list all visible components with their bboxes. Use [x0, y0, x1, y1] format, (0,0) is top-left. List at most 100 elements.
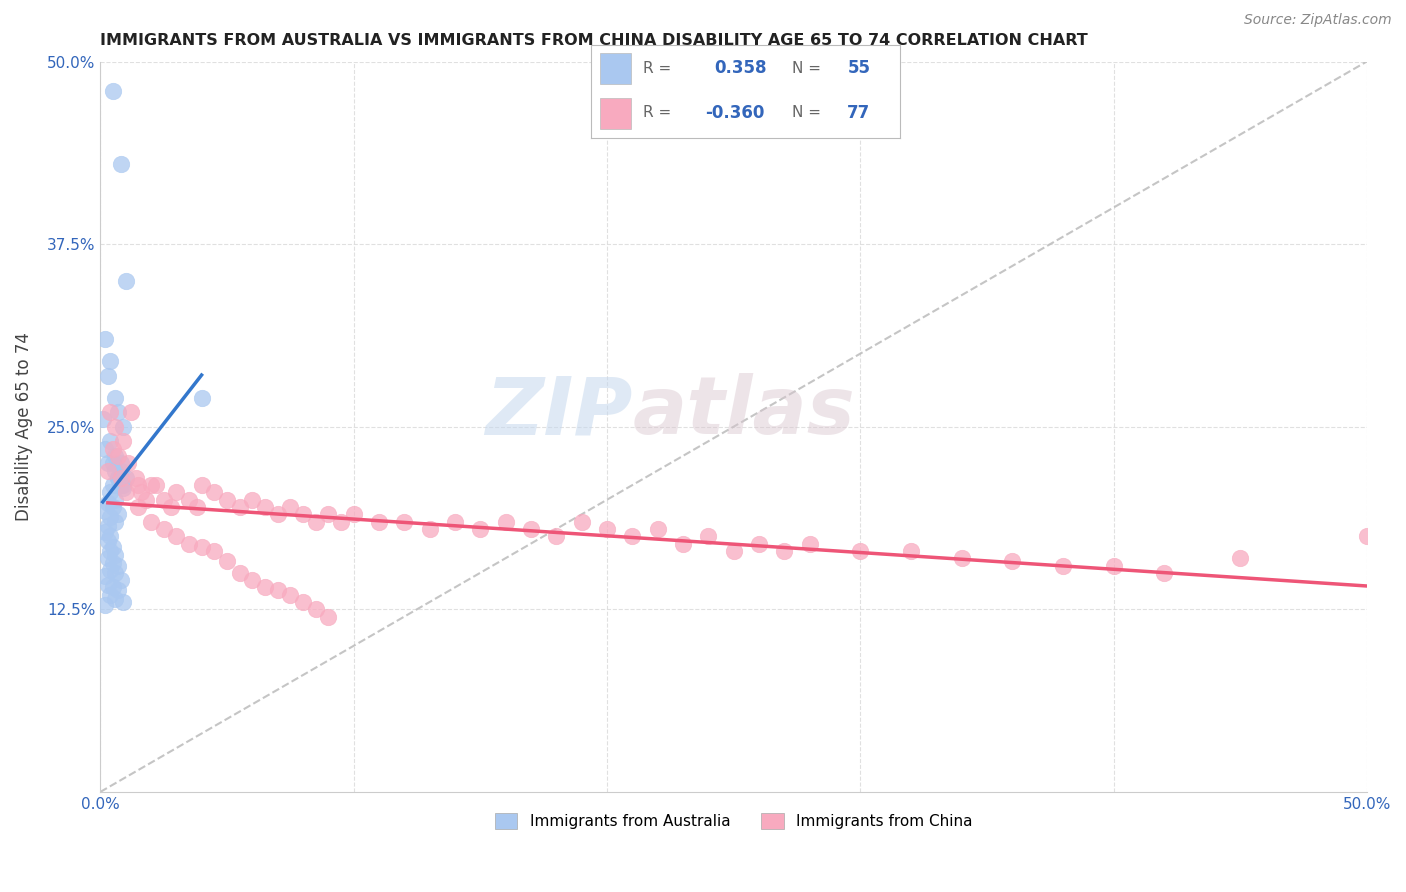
- Point: [799, 536, 821, 550]
- Point: [291, 595, 314, 609]
- Point: [112, 481, 135, 495]
- Point: [127, 500, 149, 514]
- Point: [101, 500, 124, 514]
- Point: [228, 500, 250, 514]
- Point: [110, 157, 132, 171]
- Point: [97, 551, 120, 566]
- Point: [114, 274, 136, 288]
- Point: [91, 412, 114, 426]
- Point: [1052, 558, 1074, 573]
- Point: [120, 405, 142, 419]
- Point: [97, 519, 120, 533]
- Point: [104, 515, 127, 529]
- Point: [546, 529, 568, 543]
- Point: [419, 522, 441, 536]
- Point: [596, 522, 619, 536]
- Text: R =: R =: [643, 61, 671, 76]
- Point: [94, 568, 117, 582]
- Point: [101, 581, 124, 595]
- Point: [329, 515, 352, 529]
- Point: [266, 583, 288, 598]
- Point: [129, 485, 152, 500]
- Point: [100, 434, 122, 449]
- Point: [104, 492, 127, 507]
- Point: [100, 510, 122, 524]
- Point: [304, 602, 326, 616]
- Point: [697, 529, 720, 543]
- Point: [145, 478, 167, 492]
- Point: [101, 456, 124, 470]
- Legend: Immigrants from Australia, Immigrants from China: Immigrants from Australia, Immigrants fr…: [488, 807, 979, 836]
- Point: [110, 478, 132, 492]
- Point: [316, 508, 339, 522]
- Point: [107, 471, 129, 485]
- Point: [112, 419, 135, 434]
- Point: [112, 478, 135, 492]
- Point: [202, 485, 225, 500]
- Text: N =: N =: [792, 61, 821, 76]
- Point: [110, 456, 132, 470]
- Point: [110, 471, 132, 485]
- Point: [240, 492, 263, 507]
- Point: [97, 464, 120, 478]
- Point: [100, 588, 122, 602]
- Point: [101, 540, 124, 554]
- Point: [1102, 558, 1125, 573]
- Point: [186, 500, 208, 514]
- Point: [253, 581, 276, 595]
- Point: [112, 434, 135, 449]
- Point: [202, 544, 225, 558]
- Point: [104, 391, 127, 405]
- Point: [444, 515, 467, 529]
- Point: [291, 508, 314, 522]
- Point: [100, 405, 122, 419]
- Point: [215, 554, 238, 568]
- Point: [114, 485, 136, 500]
- Point: [94, 524, 117, 539]
- Point: [304, 515, 326, 529]
- Point: [495, 515, 517, 529]
- Point: [97, 577, 120, 591]
- Point: [152, 492, 174, 507]
- Point: [104, 419, 127, 434]
- Point: [647, 522, 669, 536]
- Point: [97, 533, 120, 548]
- Point: [748, 536, 770, 550]
- Point: [100, 354, 122, 368]
- FancyBboxPatch shape: [600, 53, 631, 84]
- Point: [100, 544, 122, 558]
- Point: [125, 471, 148, 485]
- Point: [101, 84, 124, 98]
- FancyBboxPatch shape: [600, 98, 631, 129]
- Point: [240, 573, 263, 587]
- Point: [139, 478, 162, 492]
- Point: [100, 529, 122, 543]
- Point: [107, 405, 129, 419]
- Point: [1355, 529, 1378, 543]
- Point: [117, 456, 139, 470]
- Point: [97, 496, 120, 510]
- Point: [773, 544, 796, 558]
- Point: [94, 332, 117, 346]
- Point: [104, 464, 127, 478]
- Point: [367, 515, 389, 529]
- Point: [190, 478, 212, 492]
- Point: [152, 522, 174, 536]
- Point: [112, 595, 135, 609]
- Point: [723, 544, 745, 558]
- Point: [621, 529, 644, 543]
- Point: [107, 471, 129, 485]
- Point: [110, 464, 132, 478]
- Point: [97, 368, 120, 383]
- Point: [849, 544, 872, 558]
- Point: [97, 456, 120, 470]
- Point: [100, 485, 122, 500]
- Point: [100, 563, 122, 577]
- Point: [316, 609, 339, 624]
- Point: [101, 478, 124, 492]
- Point: [392, 515, 415, 529]
- Text: -0.360: -0.360: [704, 103, 765, 121]
- Point: [253, 500, 276, 514]
- Point: [177, 536, 200, 550]
- Text: atlas: atlas: [633, 373, 855, 451]
